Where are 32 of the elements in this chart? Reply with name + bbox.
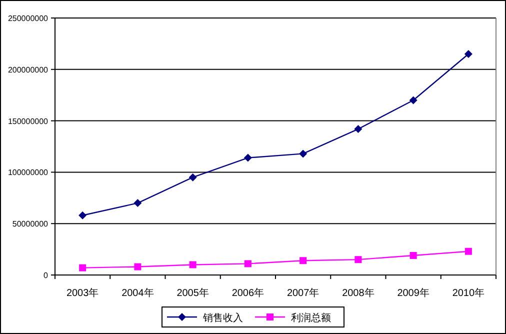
point	[134, 199, 142, 208]
y-tick-label: 50000000	[12, 220, 49, 229]
point	[188, 173, 197, 182]
legend-label: 销售收入	[202, 312, 243, 324]
y-tick-label: 100000000	[8, 168, 49, 178]
point	[300, 257, 307, 264]
point	[409, 96, 418, 104]
point	[78, 211, 87, 220]
point	[79, 264, 86, 272]
y-tick-label: 150000000	[8, 116, 49, 126]
legend-label: 利润总额	[291, 312, 331, 324]
point	[244, 154, 252, 162]
point	[299, 150, 308, 158]
y-tick-label: 250000000	[8, 14, 49, 23]
point	[354, 256, 362, 264]
y-tick-label: 200000000	[8, 65, 49, 74]
x-tick-label: 2007年	[286, 287, 320, 299]
point	[464, 248, 472, 255]
x-tick-label: 2005年	[176, 287, 209, 299]
point	[410, 252, 417, 259]
point	[464, 50, 472, 58]
x-tick-label: 2010年	[452, 287, 485, 299]
x-tick-label: 2009年	[397, 287, 430, 299]
point	[189, 261, 196, 268]
x-tick-label: 2004年	[122, 287, 154, 299]
x-tick-label: 2008年	[342, 287, 374, 299]
point	[354, 125, 362, 134]
x-tick-label: 2006年	[232, 287, 264, 299]
y-tick-label: 0	[44, 271, 49, 280]
point	[244, 260, 252, 268]
x-tick-label: 2003年	[66, 287, 99, 299]
point	[134, 263, 142, 270]
